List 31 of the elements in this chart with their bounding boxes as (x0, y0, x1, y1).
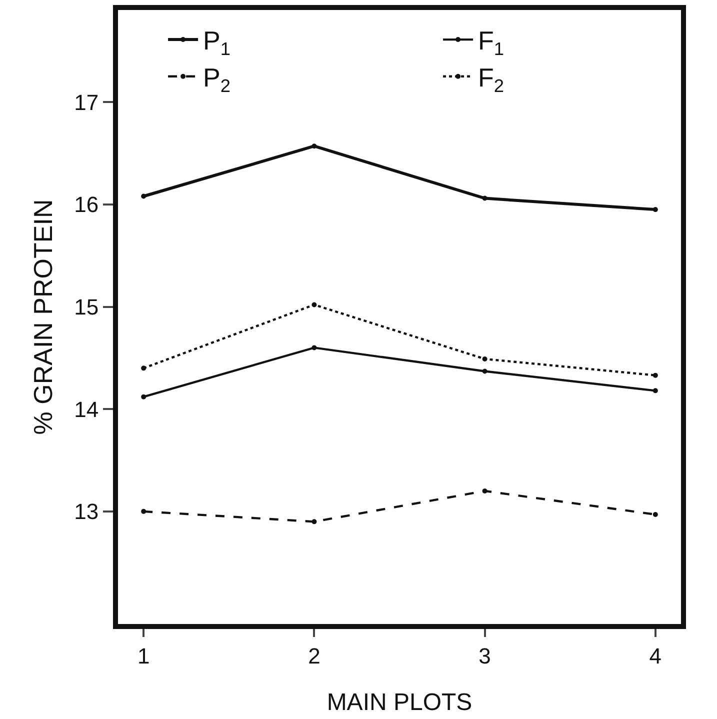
point (482, 356, 488, 362)
legend-label: P$_{2}$ (203, 62, 231, 96)
y-tick-label: 14 (74, 396, 99, 422)
legend-label: P$_{1}$ (203, 26, 231, 60)
point (141, 194, 146, 199)
y-tick-label: 16 (74, 192, 99, 218)
point (652, 512, 658, 517)
point (652, 372, 658, 378)
point (652, 388, 658, 394)
x-tick-label: 1 (137, 643, 150, 668)
point (141, 394, 146, 400)
point (312, 519, 317, 524)
point (652, 207, 658, 212)
point (141, 366, 146, 371)
point (312, 345, 317, 350)
x-tick-label: 4 (649, 643, 662, 668)
point (312, 302, 317, 308)
x-tick-label: 3 (478, 643, 491, 668)
point (482, 196, 488, 201)
x-tick-label: 2 (308, 643, 320, 668)
point (482, 488, 488, 494)
y-axis-title: % GRAIN PROTEIN (28, 199, 58, 435)
y-tick-label: 15 (74, 294, 99, 320)
point (312, 144, 317, 149)
y-tick-label: 17 (74, 90, 99, 115)
y-tick-label: 13 (74, 499, 99, 524)
x-axis-title: MAIN PLOTS (326, 689, 472, 716)
point (141, 508, 146, 514)
legend-label: F$_{1}$ (478, 26, 504, 60)
legend-label: F$_{2}$ (478, 62, 504, 96)
point (482, 368, 488, 374)
